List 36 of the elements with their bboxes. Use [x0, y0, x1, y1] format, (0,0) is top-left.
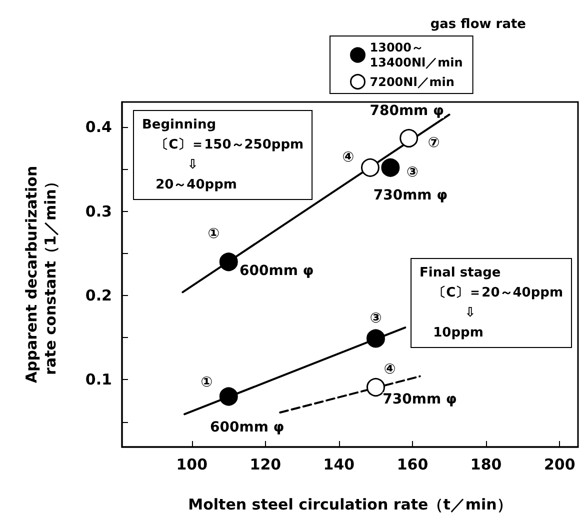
annotation: ④: [384, 361, 396, 378]
point: [366, 329, 385, 348]
x-tick-label: 140: [323, 456, 355, 474]
y-tick-label: 0.1: [85, 370, 112, 389]
y-tick-label: 0.4: [85, 118, 112, 136]
annotation: ①: [200, 374, 213, 391]
annotation: Final stage 〔C〕＝20～40ppm ⇩ 10ppm: [420, 266, 564, 340]
point: [219, 252, 238, 272]
x-tick-label: 200: [544, 456, 576, 474]
annotation: 600mm φ: [240, 262, 314, 279]
legend-title: gas flow rate: [430, 17, 526, 32]
point: [219, 387, 238, 406]
annotation: 780mm φ: [370, 103, 444, 120]
annotation: ③: [370, 310, 382, 326]
annotation: ①: [208, 226, 220, 242]
annotation: 600mm φ: [210, 420, 284, 436]
y-tick-label: 0.3: [85, 202, 112, 220]
legend-label: 13000～ 13400Nl／min: [370, 40, 463, 70]
x-tick-label: 120: [250, 456, 282, 474]
point: [381, 158, 400, 177]
legend-label: 7200Nl／min: [370, 74, 454, 89]
annotation: 730mm φ: [382, 391, 457, 408]
annotation: 730mm φ: [373, 188, 448, 204]
x-tick-label: 160: [396, 456, 428, 474]
annotation: Beginning 〔C〕＝150～250ppm ⇩ 20～40ppm: [142, 118, 304, 192]
annotation: ⑦: [428, 135, 440, 152]
point: [360, 158, 380, 177]
annotation: ③: [406, 164, 419, 181]
x-axis-title: Molten steel circulation rate（t／min）: [188, 496, 512, 514]
point: [400, 128, 418, 148]
x-tick-label: 100: [176, 456, 208, 474]
x-tick-label: 180: [470, 456, 502, 474]
annotation: ④: [342, 150, 354, 166]
y-axis-title: Apparent decarburization rate constant（1／min）: [22, 166, 60, 384]
point: [366, 378, 385, 396]
y-tick-label: 0.2: [85, 286, 112, 305]
